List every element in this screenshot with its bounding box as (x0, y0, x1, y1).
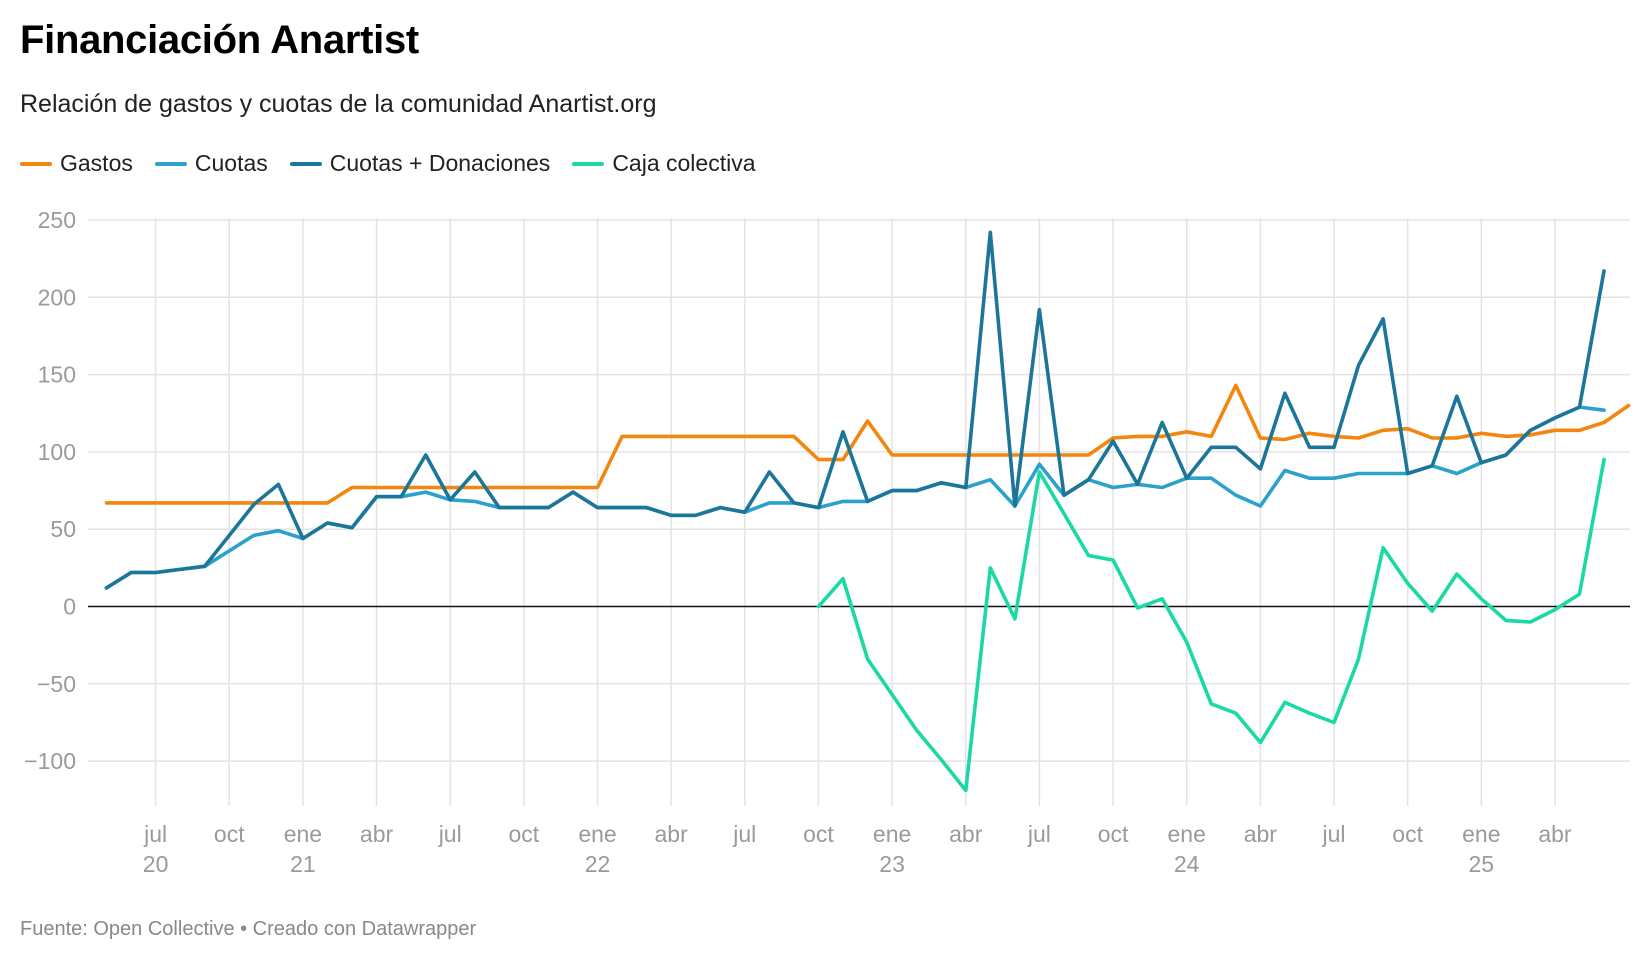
x-tick-label: oct (509, 821, 540, 847)
y-tick-label: 50 (50, 516, 76, 542)
x-tick-label: oct (1098, 821, 1129, 847)
x-tick-label: ene (284, 821, 322, 847)
x-tick-label: jul (732, 821, 756, 847)
x-tick-label: oct (1392, 821, 1423, 847)
legend-swatch (154, 161, 187, 166)
legend-label: Cuotas (194, 150, 268, 176)
x-tick-year: 25 (1469, 851, 1495, 877)
x-tick-label: ene (1168, 821, 1206, 847)
legend-item: Cuotas (154, 150, 268, 177)
legend-label: Caja colectiva (612, 150, 756, 176)
legend-item: Cuotas + Donaciones (289, 150, 551, 177)
x-tick-year: 24 (1174, 851, 1200, 877)
x-tick-label: abr (1244, 821, 1278, 847)
x-tick-year: 21 (290, 851, 316, 877)
legend-label: Cuotas + Donaciones (329, 150, 551, 176)
x-tick-label: jul (1321, 821, 1345, 847)
x-tick-label: jul (1027, 821, 1051, 847)
legend-swatch (572, 161, 605, 166)
x-tick-label: jul (143, 821, 167, 847)
y-tick-label: 150 (38, 362, 76, 388)
legend: Gastos Cuotas Cuotas + Donaciones Caja cole… (20, 150, 778, 177)
y-tick-label: 0 (63, 594, 76, 620)
x-tick-label: oct (214, 821, 245, 847)
x-tick-label: abr (655, 821, 689, 847)
x-tick-label: ene (1462, 821, 1500, 847)
x-tick-label: ene (873, 821, 911, 847)
y-tick-label: −50 (37, 671, 76, 697)
legend-item: Caja colectiva (572, 150, 756, 177)
x-tick-label: jul (438, 821, 462, 847)
x-tick-label: abr (360, 821, 394, 847)
y-tick-label: 100 (38, 439, 76, 465)
chart-subtitle: Relación de gastos y cuotas de la comuni… (20, 90, 657, 118)
x-tick-year: 22 (585, 851, 611, 877)
x-tick-label: abr (949, 821, 983, 847)
y-tick-label: 250 (38, 207, 76, 233)
x-tick-label: oct (803, 821, 834, 847)
source-footer: Fuente: Open Collective • Creado con Dat… (20, 918, 477, 940)
legend-item: Gastos (20, 150, 133, 177)
legend-label: Gastos (60, 150, 133, 176)
x-tick-label: ene (578, 821, 616, 847)
x-tick-label: abr (1538, 821, 1572, 847)
series-line-gastos (104, 383, 1631, 505)
legend-swatch (289, 161, 322, 166)
x-tick-year: 23 (879, 851, 905, 877)
y-tick-label: 200 (38, 284, 76, 310)
chart-title: Financiación Anartist (20, 18, 419, 62)
series-line-caja (816, 457, 1606, 793)
series-line-cuotas-donaciones (104, 230, 1606, 590)
legend-swatch (20, 161, 52, 166)
x-tick-year: 20 (143, 851, 169, 877)
y-tick-label: −100 (24, 748, 76, 774)
